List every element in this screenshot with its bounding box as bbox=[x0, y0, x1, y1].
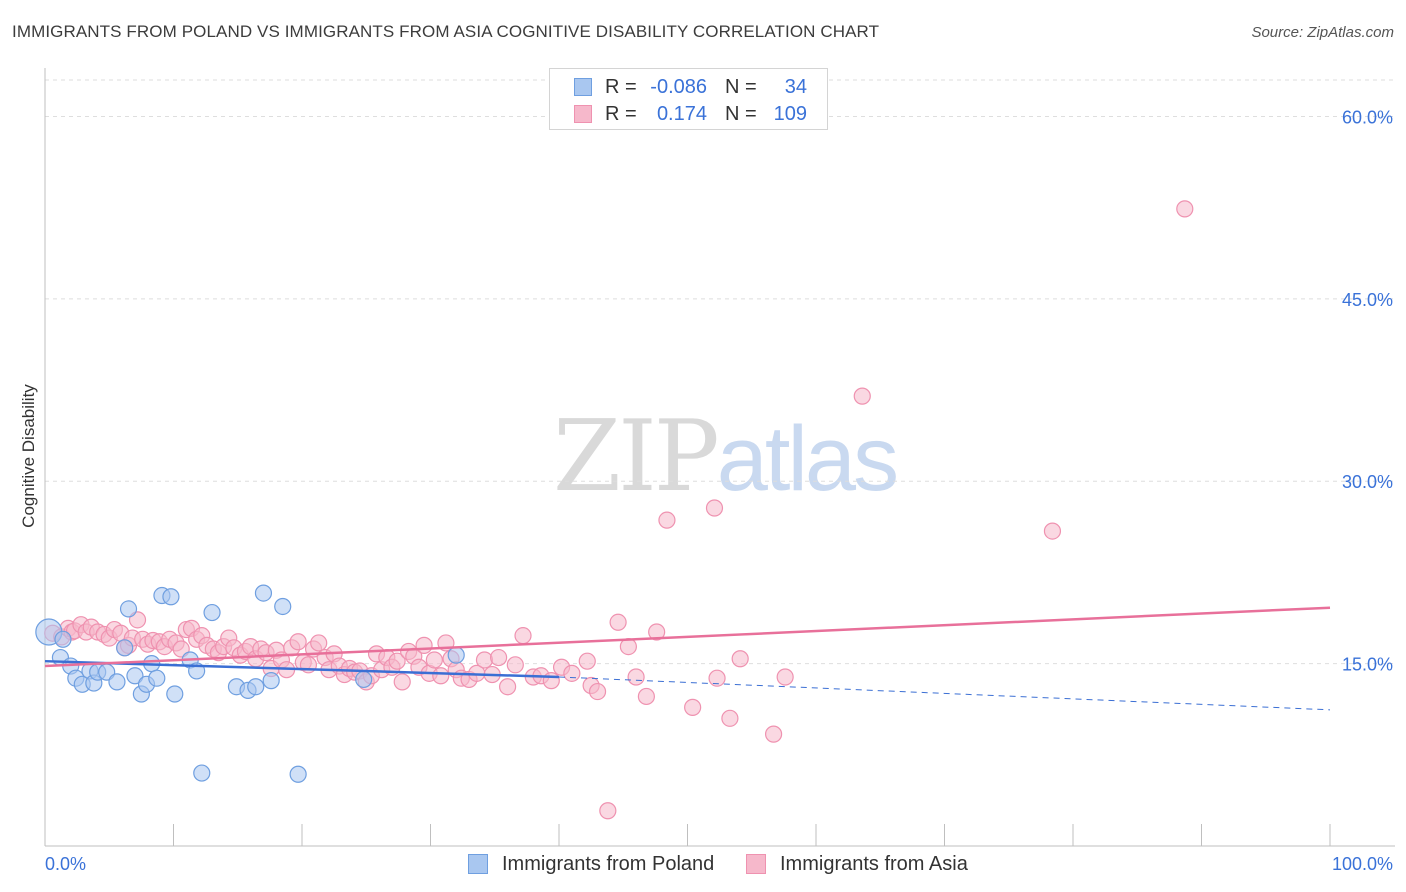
asia-point bbox=[542, 672, 560, 690]
poland-point bbox=[119, 600, 138, 618]
asia-point bbox=[563, 664, 581, 682]
poland-swatch bbox=[574, 78, 592, 96]
asia-point bbox=[708, 669, 726, 687]
poland-point bbox=[274, 597, 292, 616]
chart-title: IMMIGRANTS FROM POLAND VS IMMIGRANTS FRO… bbox=[12, 22, 880, 41]
y-tick-label: 30.0% bbox=[1342, 472, 1393, 492]
asia-point bbox=[588, 682, 607, 701]
asia-point bbox=[599, 802, 617, 820]
y-tick-label: 15.0% bbox=[1342, 655, 1393, 675]
asia-n-label: N = bbox=[725, 102, 757, 125]
poland-point bbox=[166, 685, 184, 703]
asia-point bbox=[578, 652, 596, 670]
asia-n-value: 109 bbox=[773, 102, 807, 125]
asia-point bbox=[764, 725, 783, 743]
asia-point bbox=[658, 511, 676, 529]
asia-point bbox=[609, 613, 627, 631]
asia-swatch bbox=[574, 105, 592, 123]
poland-trend-extension bbox=[558, 676, 1331, 711]
poland-point bbox=[126, 667, 144, 685]
bottom-poland-swatch bbox=[468, 854, 488, 874]
poland-trend-line bbox=[44, 659, 560, 679]
y-tick-label: 45.0% bbox=[1342, 290, 1393, 310]
poland-point bbox=[193, 764, 211, 782]
poland-n-label: N = bbox=[725, 75, 757, 98]
asia-point bbox=[432, 667, 450, 685]
asia-point bbox=[425, 651, 443, 669]
asia-point bbox=[1043, 522, 1062, 540]
stats-legend: R = -0.086 N = 34 R = 0.174 N = 109 bbox=[549, 68, 828, 130]
poland-n-value: 34 bbox=[784, 75, 807, 98]
bottom-asia-label: Immigrants from Asia bbox=[780, 852, 968, 875]
asia-point bbox=[776, 668, 794, 686]
asia-point bbox=[490, 648, 508, 667]
asia-point bbox=[705, 499, 724, 517]
legend-row-poland: R = -0.086 N = 34 bbox=[574, 75, 807, 99]
poland-point bbox=[148, 669, 166, 687]
y-tick-label: 60.0% bbox=[1342, 107, 1393, 127]
asia-point bbox=[289, 633, 307, 651]
poland-r-value: -0.086 bbox=[650, 75, 707, 98]
asia-point bbox=[475, 651, 494, 669]
asia-point bbox=[648, 623, 666, 641]
bottom-asia-swatch bbox=[746, 854, 766, 874]
poland-point bbox=[116, 639, 134, 657]
asia-point bbox=[499, 678, 517, 696]
asia-point bbox=[731, 650, 749, 668]
bottom-legend-asia[interactable]: Immigrants from Asia bbox=[746, 852, 968, 876]
asia-point bbox=[506, 656, 524, 674]
asia-point bbox=[684, 698, 702, 716]
asia-point bbox=[721, 709, 739, 727]
poland-point bbox=[262, 672, 280, 690]
legend-row-asia: R = 0.174 N = 109 bbox=[574, 102, 807, 126]
poland-point bbox=[447, 646, 465, 664]
asia-trend-line bbox=[44, 606, 1331, 668]
asia-point bbox=[853, 387, 871, 405]
asia-point bbox=[637, 687, 655, 706]
source-label[interactable]: Source: ZipAtlas.com bbox=[1251, 24, 1394, 41]
asia-r-label: R = bbox=[605, 102, 637, 125]
poland-point bbox=[289, 765, 307, 783]
bottom-legend-poland[interactable]: Immigrants from Poland bbox=[468, 852, 714, 876]
x-tick-label-max: 100.0% bbox=[1332, 854, 1393, 874]
asia-point bbox=[1176, 200, 1194, 218]
poland-point bbox=[203, 603, 221, 622]
poland-point bbox=[254, 584, 273, 602]
y-axis-title: Cognitive Disability bbox=[19, 384, 38, 528]
asia-r-value: 0.174 bbox=[656, 102, 707, 125]
asia-point bbox=[393, 673, 411, 691]
asia-point bbox=[514, 627, 532, 645]
asia-point bbox=[415, 636, 433, 654]
bottom-poland-label: Immigrants from Poland bbox=[502, 852, 715, 875]
poland-point bbox=[355, 670, 373, 689]
poland-point bbox=[162, 588, 180, 606]
asia-point bbox=[310, 634, 328, 652]
asia-point bbox=[388, 652, 406, 670]
poland-r-label: R = bbox=[605, 75, 637, 98]
x-tick-label-min: 0.0% bbox=[45, 854, 86, 874]
poland-point bbox=[108, 673, 126, 691]
poland-point bbox=[54, 630, 72, 648]
poland-point bbox=[247, 678, 265, 696]
asia-point bbox=[627, 668, 645, 686]
